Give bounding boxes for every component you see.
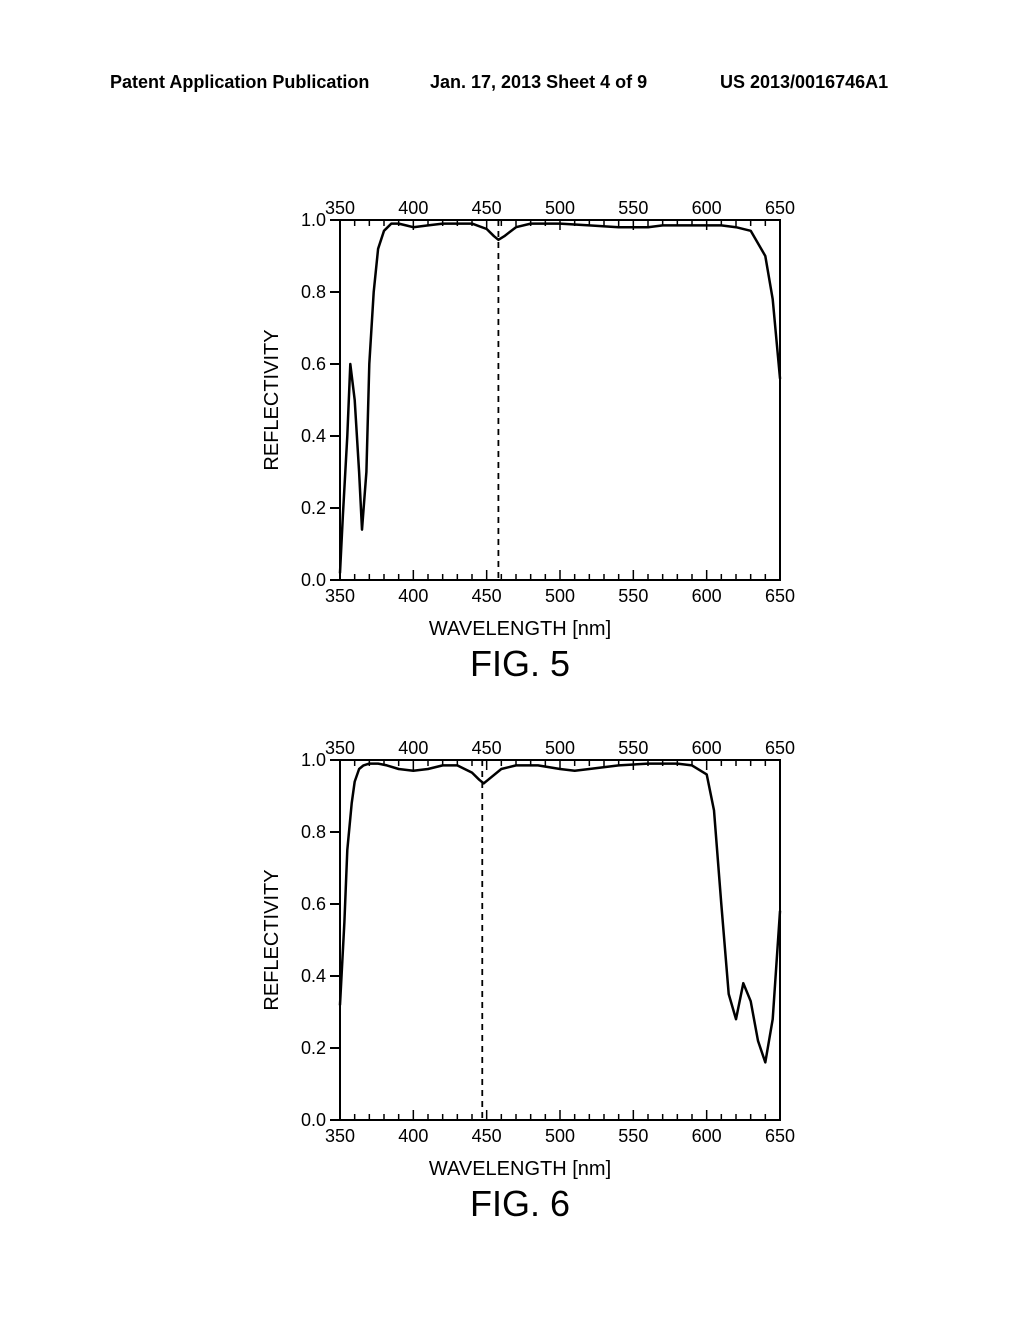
svg-text:400: 400 (398, 198, 428, 218)
figure-5-xlabel: WAVELENGTH [nm] (240, 618, 800, 641)
svg-text:450: 450 (472, 738, 502, 758)
svg-text:450: 450 (472, 198, 502, 218)
svg-text:650: 650 (765, 738, 795, 758)
figure-5-title: FIG. 5 (240, 643, 800, 685)
svg-text:550: 550 (618, 586, 648, 606)
svg-text:500: 500 (545, 1126, 575, 1146)
header-left: Patent Application Publication (110, 72, 369, 93)
svg-text:0.2: 0.2 (301, 1038, 326, 1058)
svg-text:650: 650 (765, 586, 795, 606)
svg-text:0.8: 0.8 (301, 822, 326, 842)
svg-text:0.4: 0.4 (301, 426, 326, 446)
svg-text:0.4: 0.4 (301, 966, 326, 986)
svg-text:0.6: 0.6 (301, 894, 326, 914)
header-right: US 2013/0016746A1 (720, 72, 888, 93)
svg-text:650: 650 (765, 1126, 795, 1146)
svg-text:550: 550 (618, 1126, 648, 1146)
svg-text:550: 550 (618, 738, 648, 758)
svg-text:350: 350 (325, 198, 355, 218)
svg-text:350: 350 (325, 738, 355, 758)
figure-6-chart: 350 350 400 400 450 450 500 500 550 550 600 600 650 6… (240, 720, 800, 1160)
svg-text:500: 500 (545, 738, 575, 758)
svg-text:0.8: 0.8 (301, 282, 326, 302)
svg-text:400: 400 (398, 1126, 428, 1146)
figure-6-xlabel: WAVELENGTH [nm] (240, 1158, 800, 1181)
svg-text:600: 600 (692, 586, 722, 606)
svg-text:500: 500 (545, 198, 575, 218)
figure-5-block: 350 350 400 400 450 450 500 500 550 550 600 600 650 6… (240, 180, 800, 685)
svg-text:600: 600 (692, 738, 722, 758)
svg-text:350: 350 (325, 586, 355, 606)
svg-text:REFLECTIVITY: REFLECTIVITY (261, 329, 283, 470)
svg-text:500: 500 (545, 586, 575, 606)
svg-text:1.0: 1.0 (301, 210, 326, 230)
svg-text:600: 600 (692, 1126, 722, 1146)
svg-text:REFLECTIVITY: REFLECTIVITY (261, 869, 283, 1010)
svg-text:450: 450 (472, 1126, 502, 1146)
figure-6-title: FIG. 6 (240, 1183, 800, 1225)
header-center: Jan. 17, 2013 Sheet 4 of 9 (430, 72, 647, 93)
svg-text:0.6: 0.6 (301, 354, 326, 374)
svg-text:0.0: 0.0 (301, 570, 326, 590)
svg-text:400: 400 (398, 586, 428, 606)
svg-text:550: 550 (618, 198, 648, 218)
svg-text:600: 600 (692, 198, 722, 218)
svg-text:0.2: 0.2 (301, 498, 326, 518)
svg-text:0.0: 0.0 (301, 1110, 326, 1130)
svg-text:400: 400 (398, 738, 428, 758)
svg-text:350: 350 (325, 1126, 355, 1146)
figure-5-chart: 350 350 400 400 450 450 500 500 550 550 600 600 650 6… (240, 180, 800, 620)
svg-text:650: 650 (765, 198, 795, 218)
figure-6-block: 350 350 400 400 450 450 500 500 550 550 600 600 650 6… (240, 720, 800, 1225)
svg-text:450: 450 (472, 586, 502, 606)
svg-text:1.0: 1.0 (301, 750, 326, 770)
